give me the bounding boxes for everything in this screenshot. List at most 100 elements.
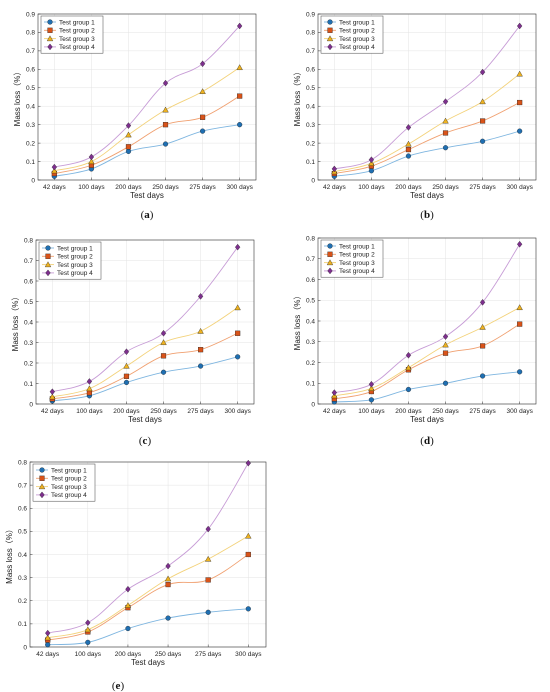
legend-marker — [326, 35, 334, 42]
x-tick-label: 300 days — [224, 408, 251, 415]
y-tick-label: 0.1 — [18, 621, 27, 628]
legend-label: Test group 2 — [339, 252, 375, 259]
y-tick-label: 0.6 — [26, 67, 35, 74]
data-point — [331, 165, 337, 173]
series-line — [54, 25, 240, 168]
y-tick-label: 0.3 — [306, 122, 315, 129]
y-tick-label: 0.3 — [24, 340, 33, 347]
data-point — [480, 118, 486, 124]
y-tick-label: 0.4 — [24, 319, 33, 326]
x-tick-label: 42 days — [36, 651, 60, 658]
data-point — [442, 380, 449, 386]
data-point — [205, 555, 212, 562]
x-tick-label: 275 days — [469, 408, 496, 415]
data-point — [516, 304, 523, 310]
x-tick-label: 275 days — [195, 651, 222, 658]
data-point — [245, 532, 252, 539]
y-tick-label: 0.8 — [18, 459, 27, 466]
data-point — [517, 99, 523, 106]
series-4 — [331, 22, 523, 173]
data-point — [44, 634, 51, 641]
data-point — [125, 144, 132, 150]
legend-marker — [326, 259, 334, 266]
legend-label: Test group 2 — [57, 254, 93, 261]
x-axis-title: Test days — [130, 191, 164, 200]
data-point — [479, 323, 486, 330]
x-axis-title: Test days — [131, 658, 165, 667]
series-2 — [51, 93, 243, 177]
data-point — [237, 22, 243, 30]
data-point — [197, 327, 204, 334]
y-tick-label: 0.7 — [24, 258, 33, 265]
x-tick-label: 275 days — [187, 408, 214, 415]
legend-label: Test group 4 — [57, 270, 93, 277]
plot-frame — [317, 13, 537, 181]
series-3 — [49, 304, 241, 400]
data-point — [405, 146, 412, 153]
legend-marker — [327, 43, 333, 51]
x-tick-label: 250 days — [432, 184, 459, 191]
data-point — [205, 609, 211, 615]
data-point — [516, 70, 523, 77]
series-4 — [331, 240, 523, 396]
legend-marker — [327, 243, 333, 249]
series-4 — [49, 243, 241, 395]
series-1 — [49, 354, 241, 404]
data-point — [368, 168, 374, 174]
data-point — [45, 629, 51, 637]
data-point — [480, 343, 486, 349]
y-tick-label: 0.1 — [306, 381, 315, 388]
data-point — [160, 329, 167, 337]
data-point — [405, 386, 412, 393]
data-point — [479, 98, 486, 105]
data-point — [368, 397, 374, 403]
data-point — [245, 606, 251, 612]
x-tick-label: 300 days — [235, 651, 262, 658]
data-point — [442, 145, 449, 151]
data-point — [199, 88, 206, 94]
legend-label: Test group 4 — [59, 44, 95, 51]
y-axis-title: Mass loss（%） — [293, 68, 302, 127]
x-tick-label: 200 days — [115, 184, 142, 191]
series-3 — [331, 70, 523, 175]
y-tick-label: 0.2 — [306, 140, 315, 147]
data-point — [205, 577, 211, 583]
data-point — [165, 615, 171, 621]
legend-label: Test group 1 — [57, 245, 93, 252]
y-tick-label: 0.5 — [24, 299, 33, 306]
y-tick-label: 0.6 — [306, 277, 315, 284]
series-4 — [45, 459, 251, 637]
x-tick-label: 275 days — [189, 184, 216, 191]
y-tick-label: 0.3 — [306, 339, 315, 346]
data-point — [49, 393, 56, 400]
data-point — [123, 348, 130, 356]
data-point — [160, 339, 167, 345]
legend-label: Test group 1 — [51, 467, 87, 474]
legend-label: Test group 1 — [339, 243, 375, 250]
y-tick-label: 0.9 — [26, 11, 35, 18]
legend-marker — [47, 27, 53, 33]
legend-marker — [327, 19, 333, 25]
data-point — [125, 625, 131, 632]
legend-label: Test group 3 — [339, 260, 375, 267]
legend-marker — [39, 491, 45, 499]
data-point — [517, 369, 523, 375]
legend-marker — [39, 475, 45, 481]
y-tick-label: 0 — [31, 177, 35, 184]
y-tick-label: 0.5 — [18, 529, 27, 536]
series-line — [54, 95, 240, 174]
data-point — [86, 378, 93, 385]
data-point — [86, 385, 93, 392]
data-point — [234, 304, 241, 311]
series-2 — [49, 330, 241, 402]
series-line — [334, 371, 520, 403]
legend-label: Test group 4 — [339, 44, 375, 51]
y-axis-title: Mass loss（%） — [293, 292, 302, 351]
data-point — [368, 156, 375, 163]
data-point — [480, 373, 486, 379]
y-tick-label: 0.4 — [18, 552, 27, 559]
y-tick-label: 0.4 — [306, 318, 315, 325]
data-point — [123, 373, 130, 379]
y-tick-label: 0.8 — [306, 30, 315, 37]
